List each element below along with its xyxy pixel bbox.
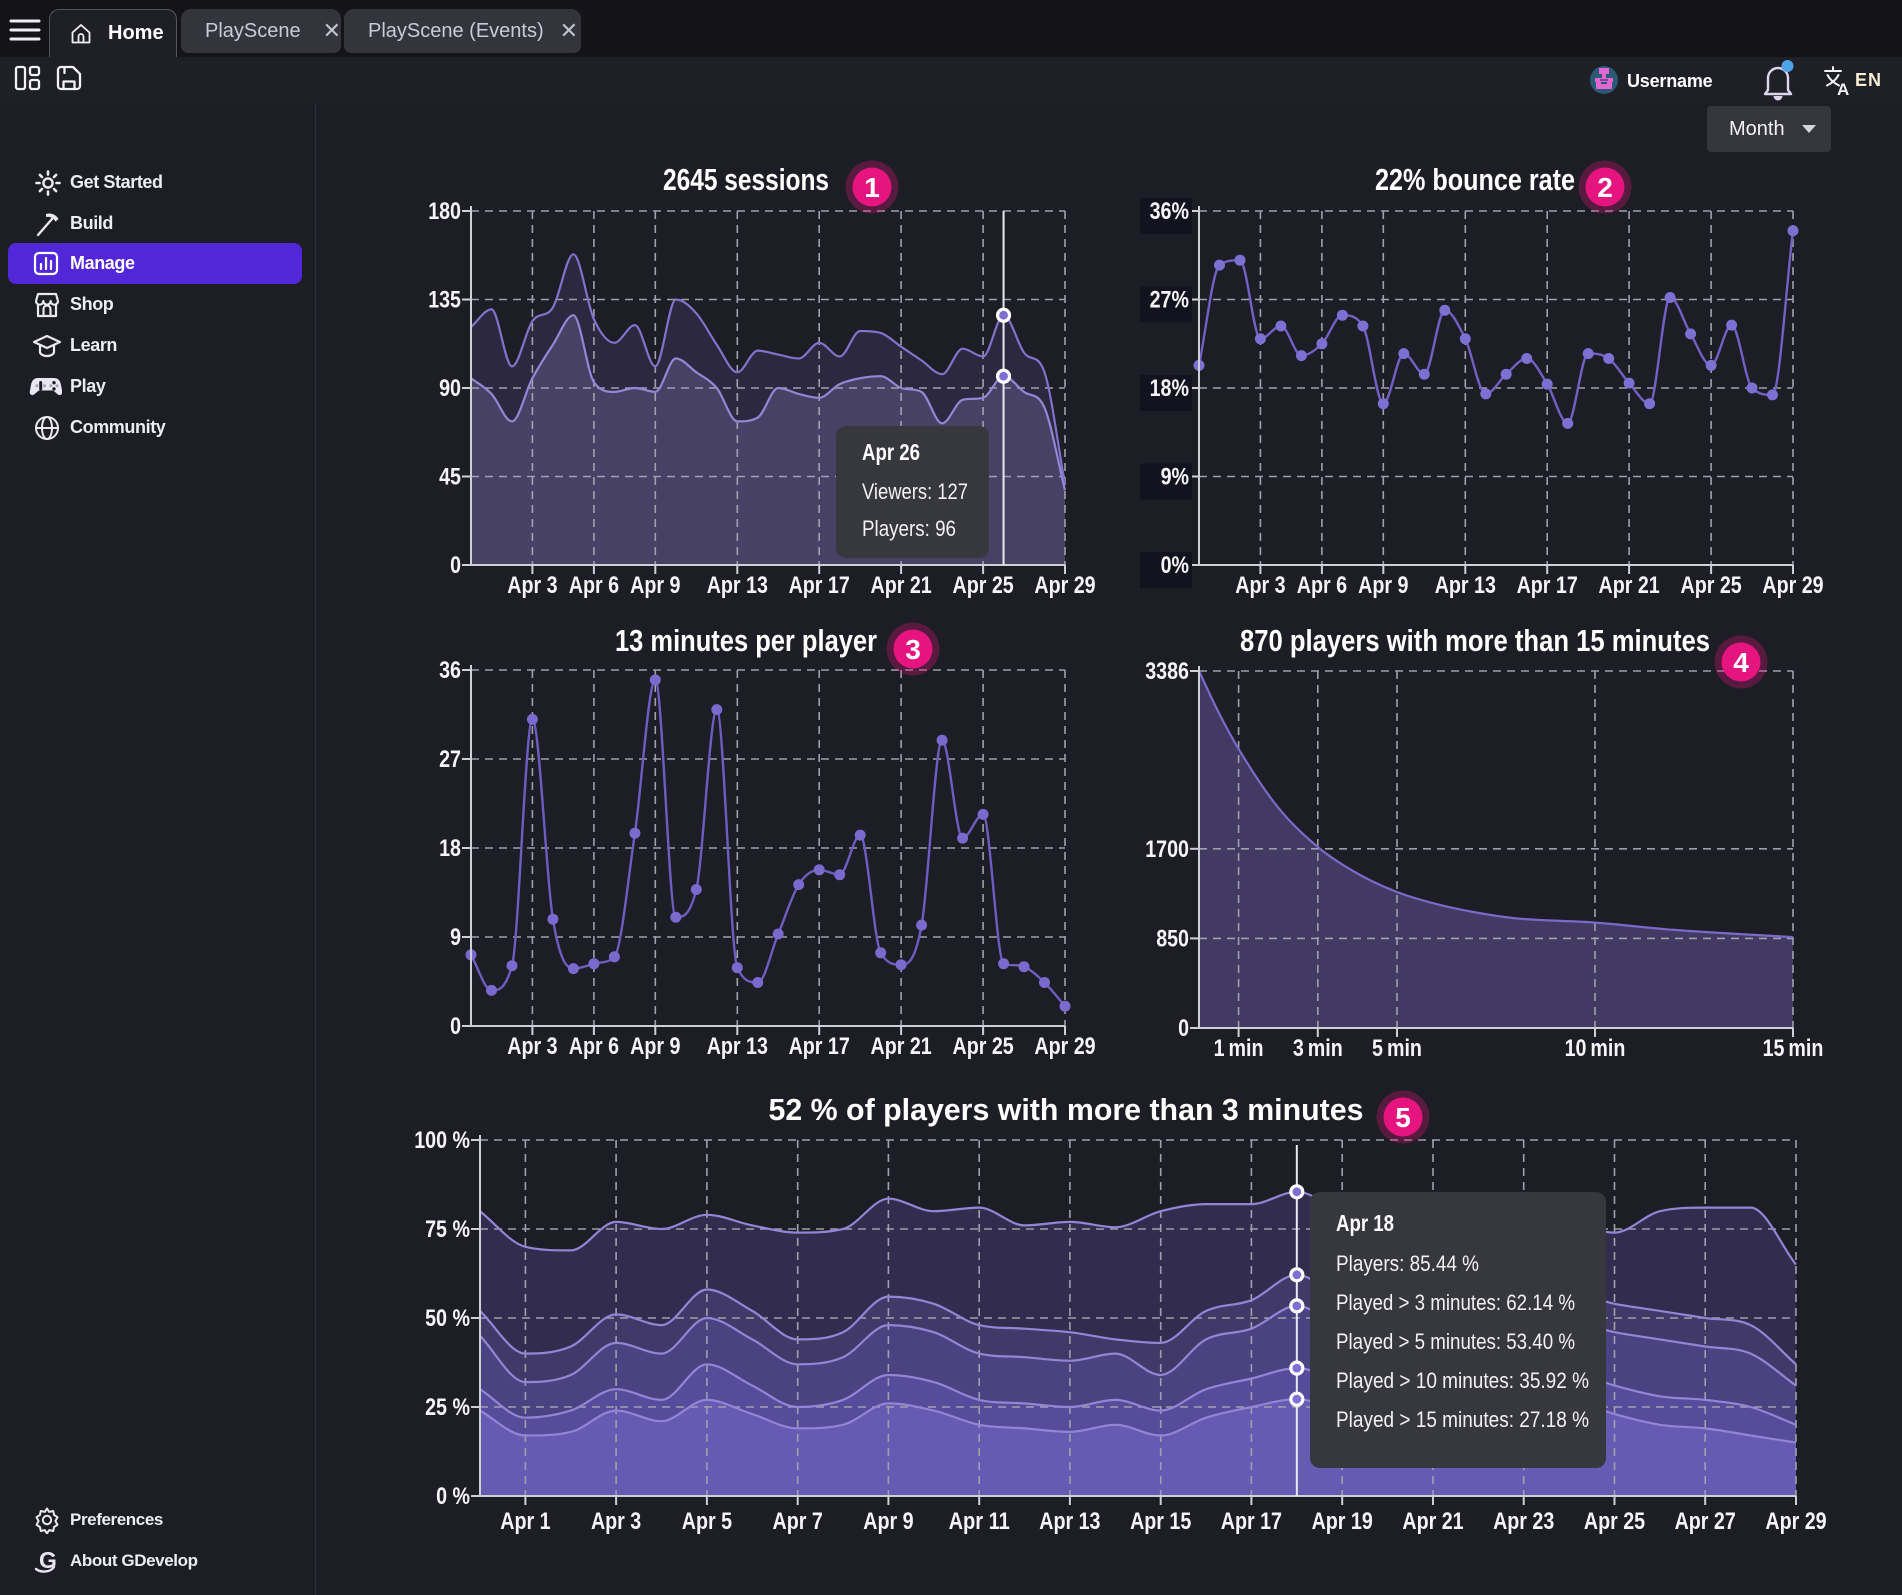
- svg-text:1: 1: [864, 172, 880, 203]
- svg-text:27%: 27%: [1150, 287, 1189, 314]
- svg-text:27: 27: [439, 746, 461, 773]
- svg-text:Apr 25: Apr 25: [1681, 572, 1742, 599]
- svg-text:Apr 29: Apr 29: [1762, 572, 1823, 599]
- svg-text:9%: 9%: [1161, 464, 1189, 491]
- svg-text:Played > 15 minutes: 27.18 %: Played > 15 minutes: 27.18 %: [1336, 1407, 1589, 1432]
- svg-text:850: 850: [1156, 925, 1189, 952]
- svg-text:2: 2: [1597, 172, 1613, 203]
- svg-text:Apr 5: Apr 5: [682, 1508, 732, 1535]
- svg-text:Apr 18: Apr 18: [1336, 1210, 1394, 1236]
- svg-text:52 % of players with more than: 52 % of players with more than 3 minutes: [769, 1092, 1364, 1127]
- svg-text:Apr 21: Apr 21: [1402, 1508, 1463, 1535]
- svg-text:Apr 9: Apr 9: [630, 572, 680, 599]
- svg-text:Apr 25: Apr 25: [1584, 1508, 1645, 1535]
- svg-text:Apr 9: Apr 9: [1358, 572, 1408, 599]
- svg-text:5: 5: [1395, 1102, 1411, 1133]
- svg-text:Players: 96: Players: 96: [862, 516, 956, 541]
- svg-text:Viewers: 127: Viewers: 127: [862, 479, 968, 504]
- svg-text:Apr 3: Apr 3: [591, 1508, 641, 1535]
- svg-text:Apr 15: Apr 15: [1130, 1508, 1191, 1535]
- svg-text:Apr 3: Apr 3: [507, 1033, 557, 1060]
- svg-text:135: 135: [428, 287, 461, 314]
- svg-text:Apr 21: Apr 21: [871, 572, 932, 599]
- svg-text:Apr 25: Apr 25: [953, 572, 1014, 599]
- svg-text:Players: 85.44 %: Players: 85.44 %: [1336, 1251, 1479, 1276]
- svg-text:Apr 6: Apr 6: [569, 572, 619, 599]
- svg-text:Apr 17: Apr 17: [789, 1033, 850, 1060]
- svg-text:22% bounce rate: 22% bounce rate: [1375, 162, 1575, 197]
- svg-text:Apr 17: Apr 17: [789, 572, 850, 599]
- svg-text:1700: 1700: [1145, 836, 1189, 863]
- svg-text:0%: 0%: [1161, 552, 1189, 579]
- svg-text:3: 3: [905, 634, 921, 665]
- svg-text:25 %: 25 %: [425, 1394, 470, 1421]
- svg-text:3386: 3386: [1145, 658, 1189, 685]
- svg-text:50 %: 50 %: [425, 1305, 470, 1332]
- svg-text:Apr 21: Apr 21: [871, 1033, 932, 1060]
- svg-text:0 %: 0 %: [436, 1483, 470, 1510]
- svg-text:G: G: [39, 1547, 57, 1573]
- svg-text:Apr 25: Apr 25: [953, 1033, 1014, 1060]
- svg-text:0: 0: [1178, 1015, 1189, 1042]
- svg-text:Apr 13: Apr 13: [1039, 1508, 1100, 1535]
- svg-text:Apr 17: Apr 17: [1517, 572, 1578, 599]
- svg-text:3 min: 3 min: [1293, 1035, 1343, 1062]
- svg-text:Apr 11: Apr 11: [949, 1508, 1010, 1535]
- svg-text:Apr 9: Apr 9: [863, 1508, 913, 1535]
- svg-text:90: 90: [439, 375, 461, 402]
- svg-text:Apr 26: Apr 26: [862, 439, 920, 465]
- svg-text:Apr 3: Apr 3: [507, 572, 557, 599]
- svg-text:Apr 13: Apr 13: [707, 1033, 768, 1060]
- svg-text:36%: 36%: [1150, 198, 1189, 225]
- svg-text:36: 36: [439, 657, 461, 684]
- svg-text:Apr 3: Apr 3: [1235, 572, 1285, 599]
- svg-text:Apr 13: Apr 13: [1435, 572, 1496, 599]
- svg-text:180: 180: [428, 198, 461, 225]
- svg-text:18%: 18%: [1150, 375, 1189, 402]
- svg-text:0: 0: [450, 1013, 461, 1040]
- svg-text:Played > 5 minutes: 53.40 %: Played > 5 minutes: 53.40 %: [1336, 1329, 1575, 1354]
- svg-text:Apr 29: Apr 29: [1034, 1033, 1095, 1060]
- svg-text:9: 9: [450, 924, 461, 951]
- svg-text:5 min: 5 min: [1372, 1035, 1422, 1062]
- svg-text:75 %: 75 %: [425, 1216, 470, 1243]
- svg-text:Apr 29: Apr 29: [1034, 572, 1095, 599]
- svg-text:Played > 3 minutes: 62.14 %: Played > 3 minutes: 62.14 %: [1336, 1290, 1575, 1315]
- svg-text:18: 18: [439, 835, 461, 862]
- svg-text:Apr 9: Apr 9: [630, 1033, 680, 1060]
- svg-text:Played > 10 minutes: 35.92 %: Played > 10 minutes: 35.92 %: [1336, 1368, 1589, 1393]
- svg-text:0: 0: [450, 552, 461, 579]
- svg-text:Apr 19: Apr 19: [1312, 1508, 1373, 1535]
- svg-text:Apr 13: Apr 13: [707, 572, 768, 599]
- svg-text:A: A: [1837, 80, 1849, 98]
- svg-text:Apr 17: Apr 17: [1221, 1508, 1282, 1535]
- svg-text:Apr 7: Apr 7: [773, 1508, 823, 1535]
- svg-text:Apr 23: Apr 23: [1493, 1508, 1554, 1535]
- svg-text:Apr 6: Apr 6: [569, 1033, 619, 1060]
- svg-text:2645 sessions: 2645 sessions: [663, 162, 829, 197]
- svg-text:Apr 1: Apr 1: [500, 1508, 550, 1535]
- svg-text:Apr 29: Apr 29: [1765, 1508, 1826, 1535]
- svg-text:870 players with more than 15: 870 players with more than 15 minutes: [1240, 623, 1710, 658]
- svg-text:1 min: 1 min: [1214, 1035, 1264, 1062]
- svg-text:45: 45: [439, 464, 461, 491]
- svg-text:4: 4: [1733, 647, 1749, 678]
- svg-text:15 min: 15 min: [1763, 1035, 1824, 1062]
- svg-text:10 min: 10 min: [1565, 1035, 1626, 1062]
- svg-text:Apr 21: Apr 21: [1599, 572, 1660, 599]
- svg-text:Apr 27: Apr 27: [1675, 1508, 1736, 1535]
- svg-text:100 %: 100 %: [414, 1127, 470, 1154]
- svg-text:13 minutes per player: 13 minutes per player: [615, 623, 877, 658]
- svg-text:Apr 6: Apr 6: [1297, 572, 1347, 599]
